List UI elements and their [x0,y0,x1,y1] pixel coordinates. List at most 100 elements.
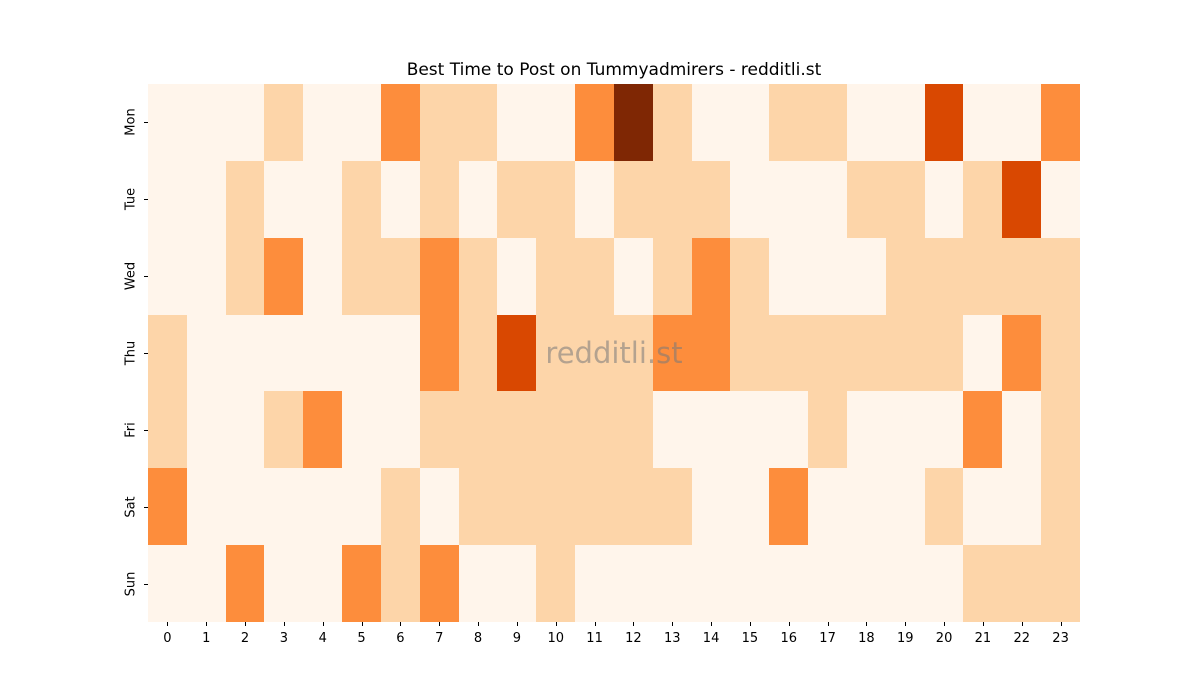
heatmap-cell-Fri-9 [497,391,537,469]
heatmap-cell-Sun-20 [924,545,964,622]
heatmap-cell-Fri-18 [846,391,886,469]
heatmap-cell-Sat-8 [458,468,498,546]
heatmap-cell-Sun-16 [769,545,809,622]
y-tick-label-Thu: Thu [123,340,139,366]
x-tick-3 [283,622,285,626]
heatmap-cell-Mon-22 [1002,84,1042,161]
x-tick-label-3: 3 [279,631,289,646]
heatmap-cell-Mon-0 [148,84,187,161]
heatmap-cell-Sat-20 [924,468,964,546]
x-tick-label-2: 2 [240,631,250,646]
heatmap-cell-Wed-10 [536,237,576,315]
heatmap-cell-Wed-6 [380,237,420,315]
heatmap-cell-Mon-6 [380,84,420,161]
x-tick-label-22: 22 [1013,631,1031,646]
heatmap-cell-Sun-3 [264,545,304,622]
y-tick-Tue [144,199,148,201]
heatmap-cell-Sun-21 [963,545,1003,622]
heatmap-cell-Tue-2 [225,160,265,238]
heatmap-cell-Wed-8 [458,237,498,315]
heatmap-cell-Thu-5 [342,314,381,392]
x-tick-label-17: 17 [819,631,836,646]
heatmap-cell-Tue-3 [264,160,304,238]
heatmap-cell-Tue-14 [691,160,731,238]
heatmap-cell-Mon-20 [924,84,964,161]
chart-title: Best Time to Post on Tummyadmirers - red… [406,60,822,80]
x-tick-label-10: 10 [547,631,565,646]
heatmap-cell-Thu-23 [1041,314,1080,392]
heatmap-cell-Wed-20 [924,237,964,315]
heatmap-cell-Tue-0 [148,160,187,238]
heatmap-cell-Sat-22 [1002,468,1042,546]
x-tick-label-6: 6 [396,631,405,646]
heatmap-cell-Tue-15 [730,160,770,238]
heatmap-cell-Thu-22 [1002,314,1042,392]
heatmap-cell-Thu-2 [225,314,265,392]
heatmap-cell-Mon-15 [730,84,770,161]
heatmap-cell-Sun-19 [885,545,925,622]
heatmap-cell-Fri-22 [1002,391,1042,469]
heatmap-cell-Sun-7 [419,545,459,622]
x-tick-21 [982,622,984,626]
y-tick-Sun [144,583,148,585]
heatmap-cell-Sun-11 [575,545,614,622]
heatmap-cell-Sat-10 [536,468,576,546]
heatmap-cell-Wed-16 [769,237,809,315]
heatmap-cell-Fri-15 [730,391,770,469]
heatmap-cell-Sat-6 [380,468,420,546]
heatmap-cell-Tue-4 [303,160,343,238]
x-tick-11 [594,622,596,626]
x-tick-label-9: 9 [512,631,522,646]
heatmap-cell-Mon-5 [342,84,381,161]
x-tick-9 [516,622,518,626]
heatmap-cell-Sat-18 [846,468,886,546]
heatmap-cell-Fri-10 [536,391,576,469]
heatmap-cell-Fri-3 [264,391,304,469]
heatmap-cell-Wed-21 [963,237,1003,315]
x-tick-label-18: 18 [858,631,875,646]
heatmap-cell-Sun-6 [380,545,420,622]
x-tick-2 [245,622,247,626]
heatmap-cell-Mon-9 [497,84,537,161]
heatmap-cell-Thu-9 [497,314,537,392]
y-tick-Mon [144,122,148,124]
x-tick-label-21: 21 [974,631,992,646]
heatmap-cell-Fri-16 [769,391,809,469]
heatmap-cell-Wed-9 [497,237,537,315]
heatmap-cell-Mon-17 [808,84,847,161]
heatmap-cell-Mon-7 [419,84,459,161]
x-tick-label-14: 14 [702,631,720,646]
heatmap-cell-Tue-20 [924,160,964,238]
heatmap-cell-Sat-17 [808,468,847,546]
x-tick-22 [1021,622,1023,626]
x-tick-label-4: 4 [318,631,327,646]
heatmap-cell-Mon-11 [575,84,614,161]
heatmap-cell-Mon-19 [885,84,925,161]
heatmap-cell-Sat-2 [225,468,265,546]
heatmap-cell-Fri-12 [613,391,653,469]
heatmap-cell-Fri-21 [963,391,1003,469]
heatmap-cell-Tue-5 [342,160,381,238]
x-tick-label-7: 7 [435,631,444,646]
y-tick-Wed [144,276,148,278]
heatmap-cell-Wed-23 [1041,237,1080,315]
heatmap-cell-Fri-6 [380,391,420,469]
heatmap-cell-Wed-7 [419,237,459,315]
y-tick-label-Tue: Tue [123,188,139,211]
heatmap-cell-Wed-5 [342,237,381,315]
heatmap-cell-Mon-13 [652,84,692,161]
x-tick-19 [905,622,907,626]
x-tick-label-13: 13 [663,631,681,646]
heatmap-cell-Sun-14 [691,545,731,622]
x-tick-label-19: 19 [896,631,914,646]
heatmap-cell-Sat-21 [963,468,1003,546]
x-tick-label-16: 16 [780,631,798,646]
x-tick-17 [827,622,829,626]
heatmap-cell-Mon-23 [1041,84,1080,161]
heatmap-cell-Tue-19 [885,160,925,238]
heatmap-cell-Wed-12 [613,237,653,315]
heatmap-cell-Fri-2 [225,391,265,469]
heatmap-cell-Thu-0 [148,314,187,392]
x-tick-10 [555,622,557,626]
heatmap-cell-Sun-12 [613,545,653,622]
